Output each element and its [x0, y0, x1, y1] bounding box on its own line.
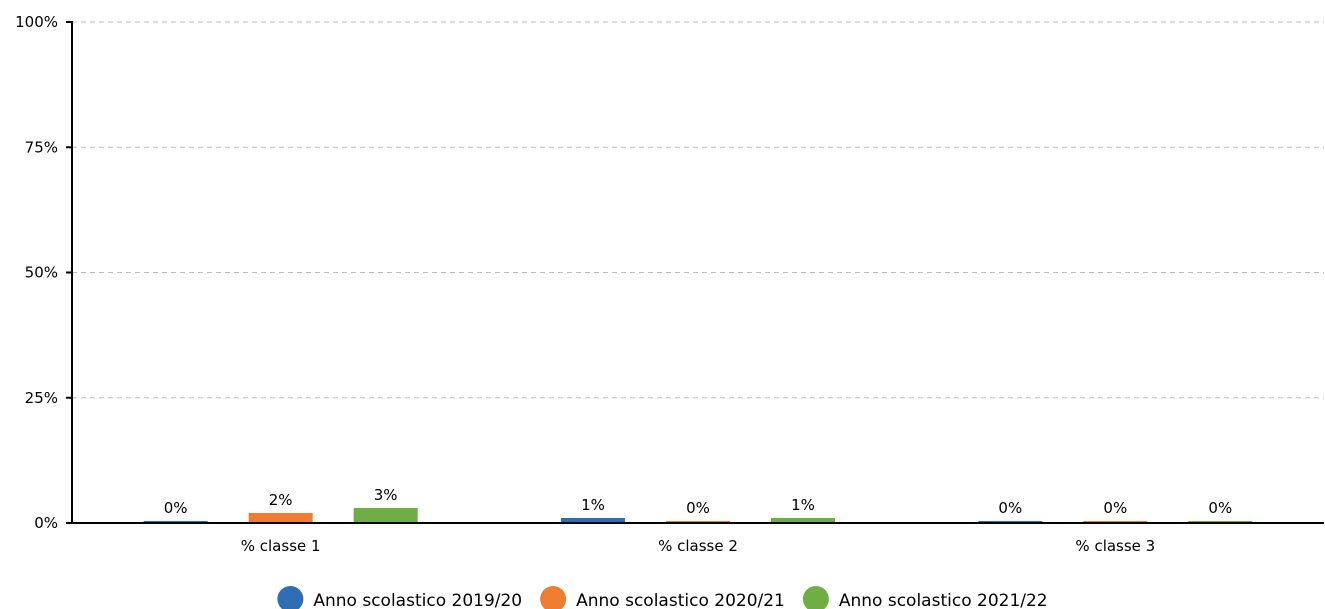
y-tick-label: 75%: [25, 138, 58, 156]
data-label: 1%: [581, 496, 605, 514]
data-label: 0%: [686, 499, 710, 517]
gridlines: [72, 21, 1324, 524]
x-axis-categories: % classe 1 % classe 2 % classe 3: [241, 537, 1155, 555]
legend-label: Anno scolastico 2021/22: [839, 591, 1048, 609]
legend-marker: [802, 586, 829, 609]
x-category-label: % classe 1: [241, 537, 321, 555]
y-tick-label: 25%: [25, 389, 58, 407]
x-category-label: % classe 3: [1075, 537, 1155, 555]
data-labels: 0% 2% 3% 1% 0% 1% 0% 0% 0%: [164, 486, 1232, 517]
data-label: 0%: [1208, 499, 1232, 517]
data-label: 1%: [791, 496, 815, 514]
x-category-label: % classe 2: [658, 537, 738, 555]
bar: [353, 507, 418, 523]
bar: [248, 512, 313, 523]
data-label: 3%: [374, 486, 398, 504]
legend-marker: [277, 586, 304, 609]
legend: Anno scolastico 2019/20 Anno scolastico 2…: [277, 586, 1048, 609]
y-tick-label: 0%: [34, 514, 58, 532]
legend-item: Anno scolastico 2019/20: [277, 586, 522, 609]
data-label: 2%: [269, 491, 293, 509]
bar: [561, 517, 625, 523]
legend-item: Anno scolastico 2021/22: [802, 586, 1048, 609]
bar: [771, 517, 835, 523]
y-tick-label: 50%: [25, 264, 58, 282]
y-axis-ticks: 0% 25% 50% 75% 100%: [15, 13, 72, 532]
legend-marker: [540, 586, 567, 609]
y-tick-label: 100%: [15, 13, 58, 31]
data-label: 0%: [164, 499, 188, 517]
data-label: 0%: [1103, 499, 1127, 517]
legend-item: Anno scolastico 2020/21: [540, 586, 785, 609]
data-label: 0%: [998, 499, 1022, 517]
legend-label: Anno scolastico 2020/21: [576, 591, 785, 609]
legend-label: Anno scolastico 2019/20: [313, 591, 522, 609]
